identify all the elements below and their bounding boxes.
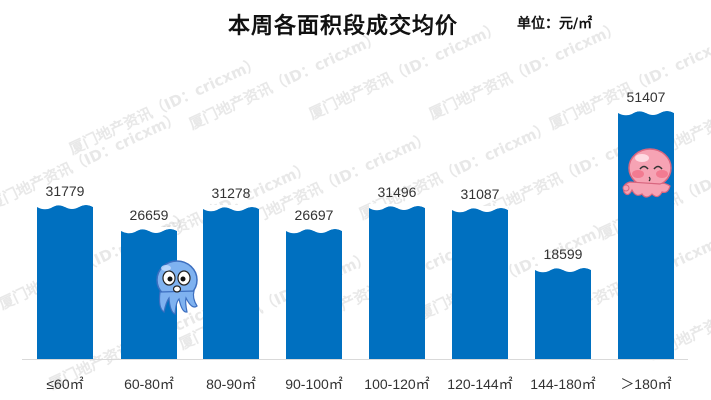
category-label: ＞180㎡ [620,376,672,392]
bar-0 [37,202,93,359]
category-label: 144-180㎡ [530,376,596,392]
pink-octopus-icon [622,148,672,198]
category-label: 60-80㎡ [124,376,174,392]
bar-4 [369,204,425,359]
bar-3 [286,227,342,359]
value-label: 31278 [211,185,251,202]
page-title: 本周各面积段成交均价 [228,14,459,39]
category-label: 90-100㎡ [285,376,343,392]
category-label: 80-90㎡ [206,376,256,392]
category-label: 120-144㎡ [447,376,513,392]
watermark-text: 厦门地产资讯（ID：cricxm） [66,53,263,159]
category-label: 100-120㎡ [364,376,430,392]
value-label: 31779 [45,182,85,199]
watermark-text: 厦门地产资讯（ID：cricxm） [186,28,383,134]
unit-label: 单位：元/㎡ [517,16,593,32]
bar-5 [452,206,508,359]
value-label: 51407 [626,89,666,105]
blue-octopus-icon [156,260,198,315]
x-axis-baseline [22,359,688,360]
bar-6 [535,265,591,359]
value-label: 26659 [129,207,169,224]
value-label: 18599 [543,245,583,262]
value-label: 26697 [294,207,334,224]
bar-2 [203,205,259,359]
category-label: ≤60㎡ [46,376,84,392]
value-label: 31087 [460,186,500,203]
value-label: 31496 [377,184,417,201]
